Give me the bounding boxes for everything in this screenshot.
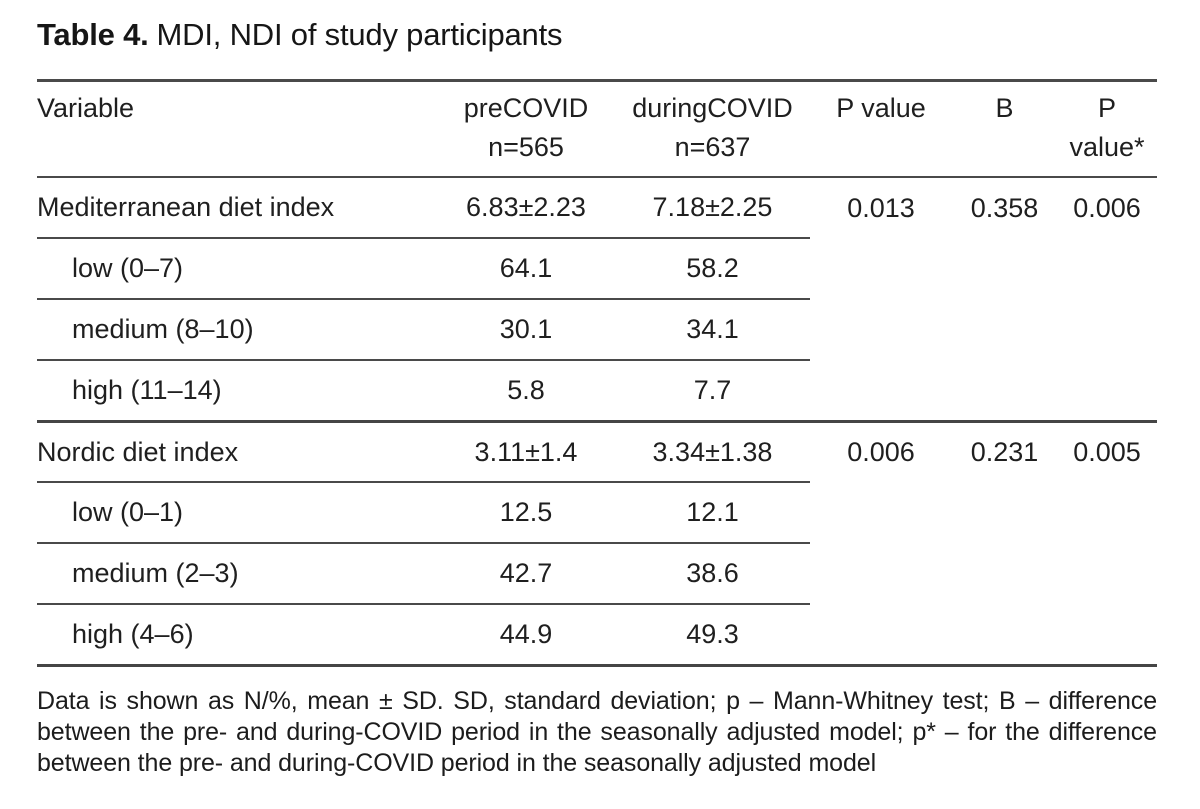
header-pvalue-star-line1: P xyxy=(1097,92,1116,123)
cell-duringcovid: 38.6 xyxy=(615,543,810,606)
row-label: Nordic diet index xyxy=(37,421,437,484)
cell-pvalue-star xyxy=(1057,360,1157,423)
table-title-label: Table 4. xyxy=(37,17,149,52)
cell-pvalue xyxy=(810,604,952,667)
cell-b xyxy=(952,543,1057,604)
cell-b xyxy=(952,238,1057,299)
table-row-mdi-high: high (11–14) 5.8 7.7 xyxy=(37,360,1157,423)
header-pvalue-star: P value* xyxy=(1057,80,1157,179)
header-duringcovid-line2: n=637 xyxy=(674,131,751,162)
cell-pvalue-star: 0.005 xyxy=(1073,437,1141,467)
cell-precovid: 6.83±2.23 xyxy=(437,177,615,240)
cell-precovid: 5.8 xyxy=(437,360,615,423)
cell-b: 0.231 xyxy=(970,437,1039,467)
cell-b xyxy=(952,604,1057,667)
cell-pvalue-star xyxy=(1057,299,1157,360)
row-label: high (11–14) xyxy=(37,360,437,423)
cell-duringcovid: 49.3 xyxy=(615,604,810,667)
cell-duringcovid: 3.34±1.38 xyxy=(615,421,810,484)
table-row-mdi: Mediterranean diet index 6.83±2.23 7.18±… xyxy=(37,177,1157,240)
header-pvalue-label: P value xyxy=(836,92,926,123)
header-variable: Variable xyxy=(37,80,437,179)
cell-pvalue-star xyxy=(1057,543,1157,604)
cell-duringcovid: 34.1 xyxy=(615,299,810,362)
header-duringcovid: duringCOVID n=637 xyxy=(615,80,810,179)
cell-pvalue-star xyxy=(1057,238,1157,299)
cell-duringcovid: 7.18±2.25 xyxy=(615,177,810,240)
cell-b xyxy=(952,360,1057,423)
cell-duringcovid: 7.7 xyxy=(615,360,810,423)
cell-pvalue-star: 0.006 xyxy=(1073,192,1141,223)
header-pvalue: P value xyxy=(810,80,952,179)
cell-pvalue-star xyxy=(1057,604,1157,667)
cell-pvalue-star xyxy=(1057,482,1157,543)
cell-b xyxy=(952,482,1057,543)
cell-precovid: 42.7 xyxy=(437,543,615,606)
cell-precovid: 12.5 xyxy=(437,482,615,545)
header-precovid-line2: n=565 xyxy=(488,131,564,162)
row-label: Mediterranean diet index xyxy=(37,177,437,240)
cell-duringcovid: 12.1 xyxy=(615,482,810,545)
header-precovid-line1: preCOVID xyxy=(463,92,589,123)
results-table: Variable preCOVID n=565 duringCOVID n=63… xyxy=(37,78,1157,667)
cell-b: 0.358 xyxy=(970,192,1039,223)
cell-precovid: 64.1 xyxy=(437,238,615,301)
cell-duringcovid: 58.2 xyxy=(615,238,810,301)
header-b-label: B xyxy=(995,92,1014,123)
table-row-mdi-low: low (0–7) 64.1 58.2 xyxy=(37,238,1157,301)
row-label: medium (8–10) xyxy=(37,299,437,362)
table-row-ndi-low: low (0–1) 12.5 12.1 xyxy=(37,482,1157,545)
cell-precovid: 30.1 xyxy=(437,299,615,362)
cell-precovid: 3.11±1.4 xyxy=(437,421,615,484)
row-label: low (0–7) xyxy=(37,238,437,301)
cell-pvalue xyxy=(810,543,952,604)
cell-precovid: 44.9 xyxy=(437,604,615,667)
table-header-row: Variable preCOVID n=565 duringCOVID n=63… xyxy=(37,80,1157,179)
cell-pvalue xyxy=(810,299,952,360)
header-duringcovid-line1: duringCOVID xyxy=(632,92,793,123)
table-footnote: Data is shown as N/%, mean ± SD. SD, sta… xyxy=(37,686,1157,777)
table-title: Table 4. MDI, NDI of study participants xyxy=(37,16,1157,55)
cell-pvalue: 0.013 xyxy=(847,192,915,223)
table-row-ndi: Nordic diet index 3.11±1.4 3.34±1.38 0.0… xyxy=(37,421,1157,484)
header-precovid: preCOVID n=565 xyxy=(437,80,615,179)
cell-pvalue xyxy=(810,482,952,543)
cell-b xyxy=(952,299,1057,360)
header-variable-label: Variable xyxy=(37,92,135,123)
table-title-text: MDI, NDI of study participants xyxy=(156,17,563,52)
cell-pvalue xyxy=(810,360,952,423)
table-row-ndi-medium: medium (2–3) 42.7 38.6 xyxy=(37,543,1157,606)
row-label: high (4–6) xyxy=(37,604,437,667)
header-pvalue-star-line2: value* xyxy=(1069,131,1145,162)
table-row-ndi-high: high (4–6) 44.9 49.3 xyxy=(37,604,1157,667)
header-b: B xyxy=(952,80,1057,179)
row-label: medium (2–3) xyxy=(37,543,437,606)
row-label: low (0–1) xyxy=(37,482,437,545)
table-row-mdi-medium: medium (8–10) 30.1 34.1 xyxy=(37,299,1157,362)
cell-pvalue xyxy=(810,238,952,299)
cell-pvalue: 0.006 xyxy=(847,437,915,467)
